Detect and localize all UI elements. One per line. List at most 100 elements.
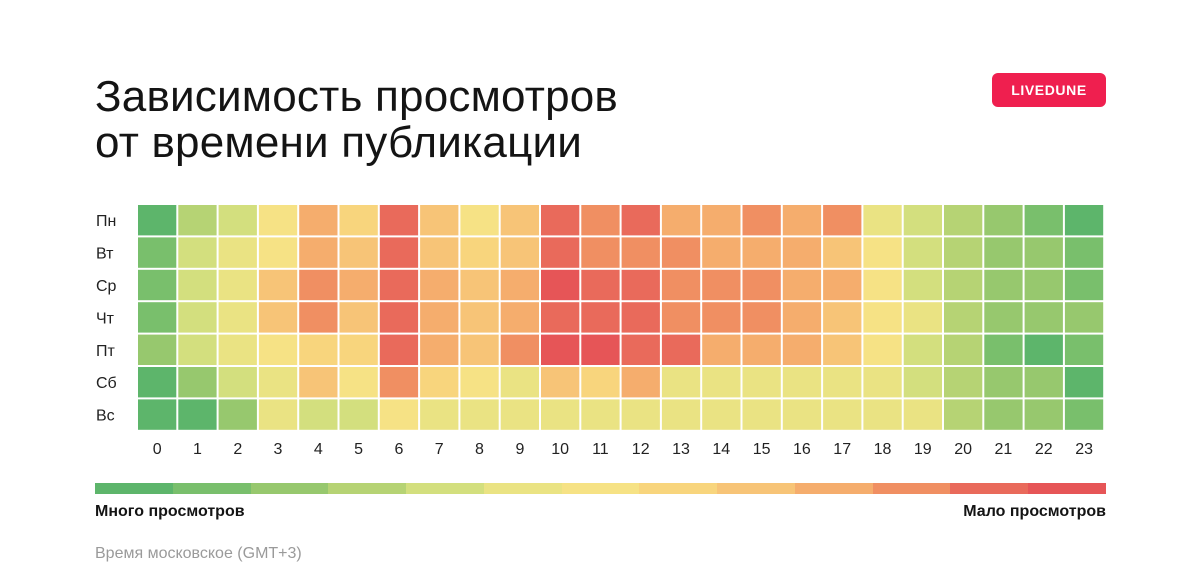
heatmap-cell-Ср-13: [661, 269, 701, 301]
heatmap-cell-Пн-20: [944, 205, 983, 236]
heatmap-cell-Пт-5: [339, 334, 378, 365]
heatmap-cell-Сб-23: [1064, 367, 1104, 398]
heatmap-cell-Пн-19: [903, 205, 942, 236]
heatmap-cell-Вс-19: [903, 399, 942, 430]
heatmap-cell-Пн-21: [984, 205, 1023, 236]
x-tick-label: 8: [475, 441, 484, 458]
heatmap-cell-Чт-20: [944, 302, 983, 333]
heatmap-cell-Сб-4: [299, 367, 338, 398]
heatmap-cell-Ср-19: [903, 269, 942, 301]
color-scale-segment: [561, 483, 640, 494]
heatmap-cell-Пн-23: [1064, 205, 1104, 236]
heatmap-cell-Вс-18: [863, 399, 902, 430]
heatmap-cell-Ср-2: [218, 269, 257, 301]
heatmap-cell-Чт-6: [379, 302, 419, 333]
heatmap-cell-Вт-1: [178, 237, 217, 268]
heatmap-cell-Чт-18: [863, 302, 902, 333]
heatmap-cell-Чт-7: [420, 302, 459, 333]
heatmap-cell-Пт-10: [541, 334, 580, 365]
heatmap-cell-Пн-7: [420, 205, 459, 236]
heatmap-cell-Вс-23: [1064, 399, 1104, 430]
color-scale-segment: [717, 483, 795, 494]
heatmap-cell-Ср-17: [823, 269, 862, 301]
heatmap-cell-Вт-6: [379, 237, 419, 268]
color-scale-segment: [639, 483, 718, 494]
heatmap-cell-Ср-16: [782, 269, 822, 301]
heatmap-cell-Вс-6: [379, 399, 419, 430]
x-tick-label: 0: [153, 441, 162, 458]
heatmap-cell-Чт-19: [903, 302, 942, 333]
heatmap-cell-Чт-14: [702, 302, 741, 333]
heatmap-cell-Сб-15: [742, 367, 781, 398]
heatmap-cell-Ср-10: [541, 269, 580, 301]
heatmap-cell-Вт-5: [339, 237, 378, 268]
heatmap-cell-Вс-10: [541, 399, 580, 430]
heatmap-cell-Ср-3: [258, 269, 298, 301]
heatmap-cell-Сб-17: [823, 367, 862, 398]
chart-title-line-1: Зависимость просмотров: [95, 72, 618, 121]
heatmap-cell-Ср-6: [379, 269, 419, 301]
heatmap-cell-Пн-17: [823, 205, 862, 236]
heatmap-cell-Чт-9: [500, 302, 539, 333]
heatmap-cell-Вс-4: [299, 399, 338, 430]
x-tick-label: 1: [193, 441, 202, 458]
heatmap-cell-Вс-17: [823, 399, 862, 430]
heatmap-cell-Ср-1: [178, 269, 217, 301]
x-tick-label: 16: [793, 441, 811, 458]
heatmap-cell-Чт-22: [1024, 302, 1063, 333]
color-scale-segment: [328, 483, 407, 494]
heatmap-cell-Пт-9: [500, 334, 539, 365]
heatmap-cell-Сб-2: [218, 367, 257, 398]
heatmap-cell-Сб-19: [903, 367, 942, 398]
color-scale-bar: [95, 483, 1106, 494]
heatmap-cell-Пт-22: [1024, 334, 1063, 365]
x-tick-label: 6: [394, 441, 403, 458]
heatmap-cell-Ср-5: [339, 269, 378, 301]
heatmap-cell-Пт-15: [742, 334, 781, 365]
color-scale-segment: [794, 483, 873, 494]
heatmap-cell-Ср-22: [1024, 269, 1063, 301]
heatmap-cell-Ср-20: [944, 269, 983, 301]
heatmap-cell-Ср-0: [138, 269, 177, 301]
x-tick-label: 18: [874, 441, 892, 458]
heatmap-cell-Вс-3: [258, 399, 298, 430]
heatmap-cell-Сб-6: [379, 367, 419, 398]
heatmap-cell-Пн-22: [1024, 205, 1063, 236]
heatmap-cell-Ср-12: [621, 269, 660, 301]
heatmap-cell-Пн-2: [218, 205, 257, 236]
heatmap-cell-Вс-0: [138, 399, 177, 430]
heatmap-cell-Сб-13: [661, 367, 701, 398]
heatmap-cell-Чт-2: [218, 302, 257, 333]
heatmap-cell-Вс-5: [339, 399, 378, 430]
color-scale-segment: [406, 483, 484, 494]
heatmap-cell-Пт-20: [944, 334, 983, 365]
heatmap-cell-Ср-9: [500, 269, 539, 301]
heatmap-cell-Вс-12: [621, 399, 660, 430]
heatmap-cell-Сб-14: [702, 367, 741, 398]
heatmap-cell-Пн-16: [782, 205, 822, 236]
heatmap-cell-Пн-8: [460, 205, 499, 236]
x-tick-label: 17: [833, 441, 851, 458]
timezone-footnote: Время московское (GMT+3): [95, 545, 302, 562]
heatmap-cell-Чт-10: [541, 302, 580, 333]
heatmap-cell-Пн-15: [742, 205, 781, 236]
heatmap-cell-Сб-22: [1024, 367, 1063, 398]
heatmap-cell-Вт-10: [541, 237, 580, 268]
heatmap-cell-Вс-15: [742, 399, 781, 430]
heatmap-cell-Сб-12: [621, 367, 660, 398]
heatmap-cell-Вт-20: [944, 237, 983, 268]
heatmap-cell-Вс-13: [661, 399, 701, 430]
heatmap-cell-Вт-15: [742, 237, 781, 268]
y-tick-label: Вс: [96, 408, 115, 425]
heatmap-cell-Сб-16: [782, 367, 822, 398]
heatmap-cell-Пт-19: [903, 334, 942, 365]
heatmap-cell-Вт-4: [299, 237, 338, 268]
legend-many-views-label: Много просмотров: [95, 503, 245, 520]
heatmap-cell-Вт-22: [1024, 237, 1063, 268]
heatmap-cell-Сб-3: [258, 367, 298, 398]
heatmap-cell-Пт-17: [823, 334, 862, 365]
heatmap-cell-Пн-10: [541, 205, 580, 236]
heatmap-cell-Пт-14: [702, 334, 741, 365]
livedune-logo-badge: LIVEDUNE: [992, 73, 1106, 107]
heatmap-cell-Пт-0: [138, 334, 177, 365]
